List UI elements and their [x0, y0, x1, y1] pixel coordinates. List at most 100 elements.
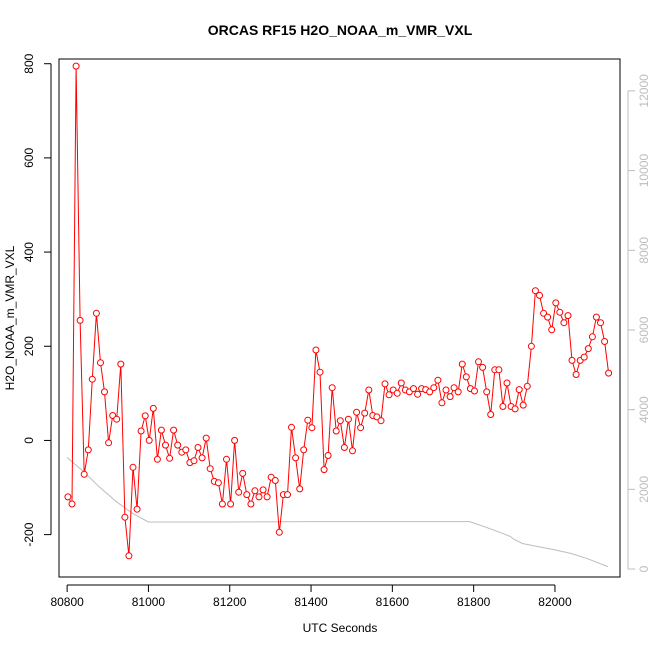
- h2o-point: [284, 491, 291, 499]
- h2o-point: [548, 326, 556, 334]
- y2-tick-label: 12000: [637, 74, 650, 108]
- h2o-point: [495, 366, 503, 374]
- h2o-point: [332, 427, 340, 435]
- y2-axis: 0 2000 4000 6000 8000 10000 12000: [627, 74, 650, 572]
- altitude-series: [66, 457, 608, 568]
- h2o-point: [149, 404, 157, 412]
- h2o-point: [296, 485, 304, 493]
- h2o-point: [239, 469, 247, 477]
- h2o-point: [166, 454, 174, 462]
- h2o-point: [320, 466, 328, 474]
- h2o-point: [568, 356, 576, 364]
- h2o-point: [97, 359, 104, 367]
- y2-tick-label: 2000: [637, 476, 650, 503]
- y-tick-label: 200: [22, 336, 36, 356]
- h2o-point: [572, 371, 580, 378]
- h2o-point: [531, 287, 539, 295]
- y-axis: -200 0 200 400 600 800: [22, 53, 52, 547]
- h2o-point: [503, 379, 511, 387]
- h2o-point: [231, 436, 239, 444]
- y2-tick-label: 8000: [637, 237, 650, 264]
- h2o-point: [410, 385, 417, 393]
- x-tick-label: 81000: [132, 595, 166, 609]
- h2o-point: [247, 500, 255, 508]
- h2o-point: [515, 386, 523, 394]
- h2o-point: [471, 387, 478, 395]
- h2o-point: [544, 313, 552, 321]
- h2o-point: [340, 444, 348, 451]
- h2o-point: [592, 313, 600, 321]
- h2o-point: [84, 446, 92, 454]
- h2o-point: [72, 62, 80, 70]
- h2o-point: [259, 486, 267, 494]
- h2o-point: [206, 465, 214, 473]
- x-tick-label: 80800: [50, 595, 84, 609]
- h2o-point: [235, 488, 243, 496]
- y2-tick-label: 10000: [637, 154, 650, 188]
- h2o-point: [292, 454, 300, 462]
- h2o-line: [67, 66, 610, 556]
- h2o-point: [121, 513, 129, 521]
- h2o-point: [198, 454, 206, 462]
- x-axis: 80800 81000 81200 81400 81600 81800 82000: [50, 584, 572, 609]
- h2o-point: [190, 457, 198, 465]
- h2o-point: [442, 386, 450, 394]
- h2o-point: [64, 493, 72, 501]
- h2o-point: [174, 441, 182, 449]
- h2o-point: [597, 319, 604, 327]
- h2o-point: [182, 446, 190, 454]
- h2o-point: [336, 417, 344, 425]
- h2o-point: [426, 388, 434, 396]
- h2o-point: [162, 441, 169, 449]
- h2o-point: [243, 491, 251, 499]
- h2o-point: [430, 384, 438, 392]
- h2o-point: [357, 424, 365, 432]
- h2o-point: [218, 500, 226, 508]
- h2o-point: [170, 426, 178, 434]
- h2o-point: [76, 316, 84, 324]
- h2o-point: [393, 389, 401, 397]
- h2o-point: [92, 309, 100, 317]
- altitude-line: [66, 457, 608, 568]
- h2o-point: [601, 338, 609, 345]
- h2o-point: [153, 455, 161, 463]
- h2o-point: [312, 346, 320, 354]
- h2o-point: [397, 379, 405, 387]
- plot-frame: [58, 58, 621, 578]
- h2o-point: [125, 552, 133, 560]
- h2o-point: [438, 399, 446, 407]
- h2o-point: [271, 477, 279, 484]
- h2o-point: [223, 455, 230, 463]
- h2o-point: [552, 299, 560, 307]
- h2o-point: [328, 384, 336, 392]
- h2o-point: [353, 408, 361, 416]
- h2o-point: [275, 528, 283, 536]
- h2o-point: [101, 388, 108, 396]
- h2o-point: [88, 375, 96, 383]
- h2o-point: [129, 463, 137, 471]
- y-tick-label: 600: [22, 148, 36, 168]
- h2o-point: [414, 390, 422, 398]
- h2o-point: [385, 391, 393, 399]
- x-tick-label: 81200: [213, 595, 247, 609]
- h2o-point: [251, 487, 259, 495]
- h2o-point: [450, 384, 458, 392]
- h2o-point: [527, 342, 535, 350]
- h2o-point: [255, 493, 263, 501]
- h2o-point: [584, 345, 592, 353]
- h2o-point: [536, 291, 543, 299]
- h2o-point: [263, 493, 271, 501]
- h2o-point: [523, 382, 531, 390]
- h2o-point: [105, 439, 113, 447]
- h2o-point: [316, 368, 324, 376]
- h2o-point: [458, 360, 466, 368]
- h2o-point: [434, 376, 442, 384]
- h2o-point: [446, 393, 454, 401]
- x-tick-label: 82000: [538, 595, 572, 609]
- h2o-point: [349, 447, 356, 455]
- h2o-point: [304, 416, 312, 424]
- h2o-point: [462, 373, 470, 381]
- h2o-point: [361, 409, 369, 417]
- h2o-point: [308, 424, 316, 432]
